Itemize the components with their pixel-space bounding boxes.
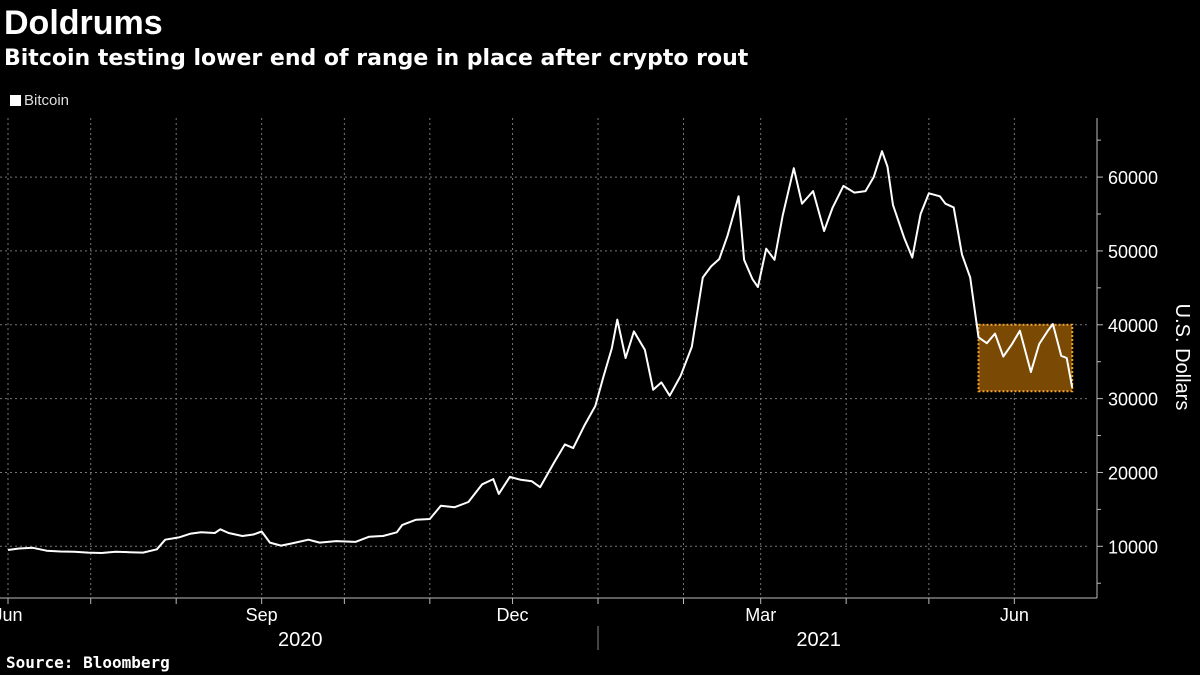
grid-lines xyxy=(0,118,1088,598)
x-tick-label-2020-09-01: Sep xyxy=(246,605,278,625)
x-tick-label-2020-06-01: Jun xyxy=(0,605,23,625)
y-tick-label-50000: 50000 xyxy=(1108,242,1158,262)
x-tick-label-2021-06-01: Jun xyxy=(1000,605,1029,625)
series-line-bitcoin xyxy=(7,150,1074,554)
y-tick-label-40000: 40000 xyxy=(1108,316,1158,336)
legend-swatch-bitcoin xyxy=(10,95,21,106)
series-layer xyxy=(7,150,1074,554)
y-tick-label-60000: 60000 xyxy=(1108,168,1158,188)
source-note: Source: Bloomberg xyxy=(6,653,170,672)
axes: 10000 20000 30000 40000 50000 60000 Jun Sep Dec M… xyxy=(0,118,1158,651)
chart-title: Doldrums xyxy=(4,4,163,42)
year-label-2021: 2021 xyxy=(796,629,841,651)
legend: Bitcoin xyxy=(10,92,69,109)
y-tick-label-20000: 20000 xyxy=(1108,463,1158,483)
chart-subtitle: Bitcoin testing lower end of range in pl… xyxy=(4,46,749,71)
y-tick-label-30000: 30000 xyxy=(1108,390,1158,410)
x-tick-label-2020-12-01: Dec xyxy=(497,605,529,625)
y-tick-label-10000: 10000 xyxy=(1108,537,1158,557)
legend-label-bitcoin: Bitcoin xyxy=(24,92,70,109)
highlight-layer xyxy=(977,323,1074,393)
y-axis-label: U.S. Dollars xyxy=(1171,304,1193,411)
highlight-range-box xyxy=(977,323,1074,393)
x-tick-label-2021-03-01: Mar xyxy=(745,605,776,625)
year-label-2020: 2020 xyxy=(278,629,323,651)
